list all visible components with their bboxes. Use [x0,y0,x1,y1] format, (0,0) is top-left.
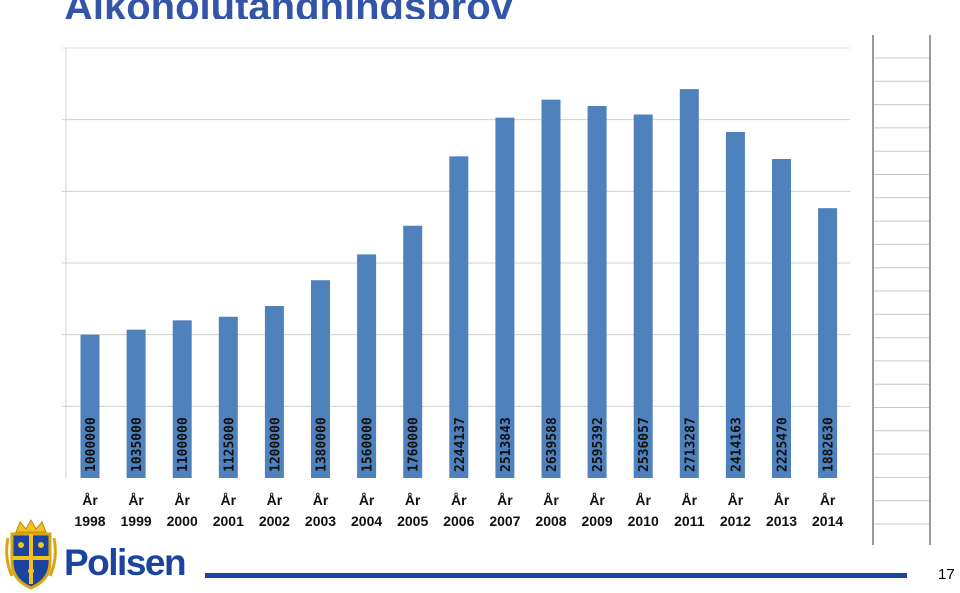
bar [218,316,238,478]
category-label-year: 2013 [766,513,797,529]
category-label-year: 2000 [167,513,198,529]
category-label-year: 2004 [351,513,382,529]
data-label: 2244137 [453,417,468,472]
bar [403,225,423,478]
bar [449,156,469,478]
category-label-prefix: År [820,492,836,508]
category-label-year: 2010 [628,513,659,529]
bars [80,89,838,479]
side-ruler [872,35,931,545]
brand-logo-text: Polisen [64,542,187,583]
category-label-year: 2014 [812,513,843,529]
data-label: 2536057 [637,417,652,472]
bar [587,105,607,479]
category-label-year: 1999 [121,513,152,529]
bar [357,254,377,478]
data-label: 2513843 [499,417,514,472]
category-label-prefix: År [774,492,790,508]
bar [172,320,192,478]
data-label: 1380000 [315,417,330,472]
data-label: 1035000 [130,417,145,472]
value-labels: 1000000 1035000 1100000 1125000 1200000 13800… [84,417,837,472]
data-label: 1882630 [822,417,837,472]
category-label-year: 1998 [74,513,105,529]
category-label-year: 2006 [443,513,474,529]
footer-line [205,573,907,578]
category-label-year: 2011 [674,513,705,529]
data-label: 1200000 [268,417,283,472]
category-label-prefix: År [405,492,421,508]
category-label-year: 2003 [305,513,336,529]
data-label: 1100000 [176,417,191,472]
category-label-prefix: År [82,492,98,508]
data-label: 1125000 [222,417,237,472]
bar [541,99,561,478]
category-label-year: 2009 [582,513,613,529]
category-label-year: 2005 [397,513,428,529]
data-label: 2414163 [729,417,744,472]
category-labels: År 1998 År 1999 År 2000 År 2001 År 2002 År 2003 År 20… [74,492,843,529]
bar [679,89,699,479]
bar [725,131,745,478]
category-label-prefix: År [682,492,698,508]
category-label-prefix: År [728,492,744,508]
bar [126,329,146,478]
data-label: 1000000 [84,417,99,472]
data-label: 1760000 [407,417,422,472]
bar [633,114,653,478]
category-label-prefix: År [267,492,283,508]
category-label-prefix: År [589,492,605,508]
data-label: 2225470 [776,417,791,472]
category-label-year: 2007 [489,513,520,529]
category-label-prefix: År [128,492,144,508]
bar [264,306,284,478]
category-label-year: 2001 [213,513,244,529]
page-number: 17 [938,566,955,583]
category-label-prefix: År [313,492,329,508]
category-label-year: 2012 [720,513,751,529]
bar [311,280,330,478]
data-label: 2639588 [545,417,560,472]
data-label: 1560000 [361,417,376,472]
category-label-prefix: År [497,492,513,508]
data-label: 2713287 [683,417,698,472]
category-label-year: 2002 [259,513,290,529]
police-emblem-icon [5,518,57,590]
bar [495,117,515,479]
category-label-prefix: År [543,492,559,508]
category-label-prefix: År [359,492,375,508]
bar [772,159,791,478]
page-title: Alkoholutandningsprov [64,0,513,19]
bar [818,208,838,478]
data-label: 2595392 [591,417,606,472]
category-label-year: 2008 [535,513,566,529]
category-label-prefix: År [221,492,237,508]
category-label-prefix: År [635,492,651,508]
category-label-prefix: År [174,492,190,508]
category-label-prefix: År [451,492,467,508]
bar [80,334,100,478]
